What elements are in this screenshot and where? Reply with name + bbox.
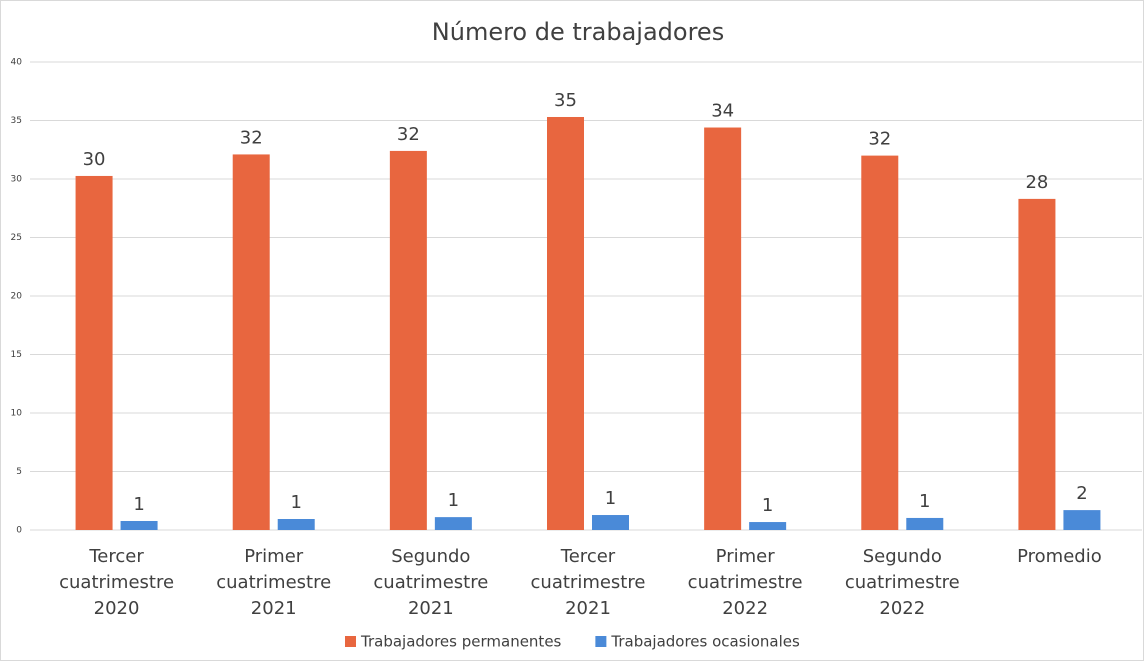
bar: [861, 155, 899, 530]
y-tick-label: 30: [11, 175, 23, 185]
bar: [120, 520, 158, 530]
value-label: 1: [290, 492, 301, 513]
bar: [434, 517, 472, 530]
bar: [75, 175, 113, 530]
bar: [547, 116, 584, 531]
y-tick-label: 20: [11, 292, 23, 302]
value-label: 28: [1025, 172, 1048, 193]
value-label: 1: [133, 494, 144, 515]
chart-title: Número de trabajadores: [432, 18, 724, 46]
x-tick-label: Segundo cuatrimestre 2021: [373, 546, 488, 619]
bar: [906, 517, 944, 530]
value-label: 1: [605, 488, 616, 509]
value-label: 2: [1076, 483, 1087, 504]
y-tick-label: 15: [11, 350, 22, 360]
value-label: 32: [240, 127, 263, 148]
y-tick-label: 5: [16, 467, 22, 477]
y-tick-label: 10: [11, 409, 23, 419]
value-label: 34: [711, 101, 734, 122]
bar: [277, 519, 315, 530]
x-tick-label: Primer cuatrimestre 2021: [216, 546, 331, 619]
legend-swatch: [345, 636, 356, 647]
legend-swatch: [595, 636, 607, 647]
value-label: 30: [83, 149, 106, 170]
legend-label: Trabajadores permanentes: [360, 633, 562, 651]
x-tick-label: Tercer cuatrimestre 2020: [59, 546, 174, 619]
bar: [749, 522, 787, 530]
x-tick-label: Tercer cuatrimestre 2021: [531, 546, 646, 619]
value-label: 1: [448, 490, 459, 511]
x-tick-label: Segundo cuatrimestre 2022: [845, 546, 960, 619]
y-tick-label: 0: [16, 526, 22, 536]
y-tick-label: 25: [11, 233, 22, 243]
bar: [704, 127, 742, 531]
y-tick-label: 40: [11, 58, 23, 68]
bar: [592, 515, 629, 530]
x-tick-label: Promedio: [1017, 546, 1102, 567]
value-label: 1: [919, 491, 930, 512]
bar: [1063, 510, 1101, 530]
legend-label: Trabajadores ocasionales: [610, 633, 800, 651]
value-label: 32: [397, 124, 420, 145]
bar: [232, 154, 270, 530]
y-tick-label: 35: [11, 116, 22, 126]
bar: [389, 150, 427, 531]
value-label: 35: [554, 90, 577, 111]
value-label: 32: [868, 129, 891, 150]
value-label: 1: [762, 495, 773, 516]
x-tick-label: Primer cuatrimestre 2022: [688, 546, 803, 619]
bar: [1018, 198, 1056, 530]
